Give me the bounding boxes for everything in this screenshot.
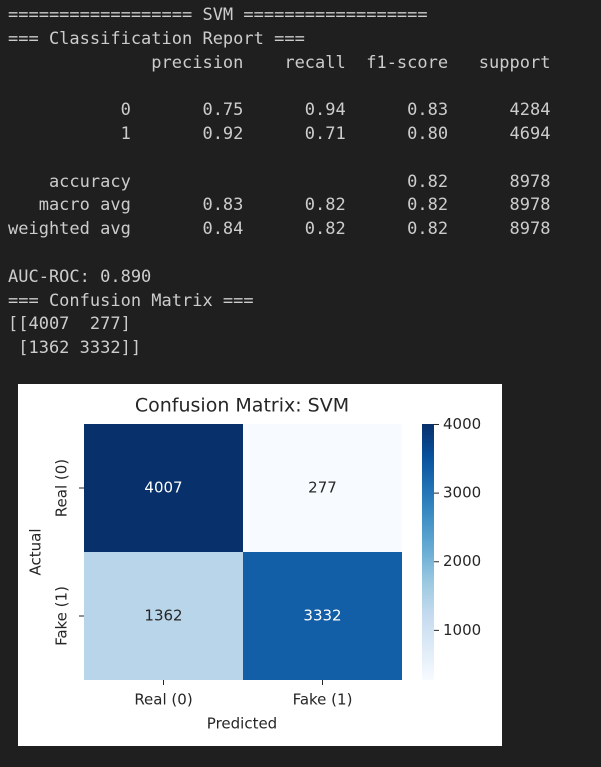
output-line: 1 0.92 0.71 0.80 4694 — [8, 123, 551, 144]
output-line: [1362 3332]] — [8, 338, 142, 359]
colorbar — [422, 424, 434, 680]
output-line: [[4007 277] — [8, 314, 131, 335]
output-block: 0 0.75 0.94 0.83 4284 1 0.92 0.71 0.80 4… — [8, 99, 551, 147]
output-line: precision recall f1-score support — [8, 52, 551, 73]
output-line: === Confusion Matrix === — [8, 290, 254, 311]
colorbar-tick-label: 2000 — [443, 552, 481, 570]
output-line: accuracy 0.82 8978 — [8, 171, 551, 192]
output-line: === Classification Report === — [8, 28, 305, 49]
console-output: ================== SVM =================… — [8, 4, 550, 361]
heatmap-cell — [84, 424, 243, 552]
heatmap-cell — [84, 552, 243, 680]
heatmap-cell — [243, 424, 402, 552]
output-block: accuracy 0.82 8978 macro avg 0.83 0.82 0… — [8, 171, 550, 242]
y-tick-label: Fake (1) — [53, 586, 71, 646]
y-axis-label: Actual — [27, 529, 45, 576]
y-tick-label: Real (0) — [53, 459, 71, 517]
output-block: AUC-ROC: 0.890 === Confusion Matrix === [[… — [8, 266, 550, 361]
colorbar-tick-label: 1000 — [443, 621, 481, 639]
heatmap-cell — [243, 552, 402, 680]
output-line: weighted avg 0.84 0.82 0.82 8978 — [8, 219, 551, 240]
x-tick-label: Fake (1) — [293, 691, 353, 709]
cell-label: 1362 — [144, 607, 182, 625]
output-block: ================== SVM =================… — [8, 4, 550, 75]
output-line: macro avg 0.83 0.82 0.82 8978 — [8, 195, 551, 216]
chart-title: Confusion Matrix: SVM — [135, 395, 349, 417]
output-line: 0 0.75 0.94 0.83 4284 — [8, 100, 551, 121]
cell-label: 4007 — [144, 479, 182, 497]
cell-label: 3332 — [303, 607, 341, 625]
x-tick-label: Real (0) — [134, 691, 192, 709]
x-axis-label: Predicted — [207, 715, 277, 733]
chart: Confusion Matrix: SVM Predicted Actual 4… — [18, 384, 502, 746]
output-line: ================== SVM =================… — [8, 5, 428, 25]
colorbar-tick-label: 3000 — [443, 484, 481, 502]
colorbar-tick-label: 4000 — [443, 415, 481, 433]
output-line: AUC-ROC: 0.890 — [8, 266, 152, 287]
cell-label: 277 — [308, 479, 337, 497]
